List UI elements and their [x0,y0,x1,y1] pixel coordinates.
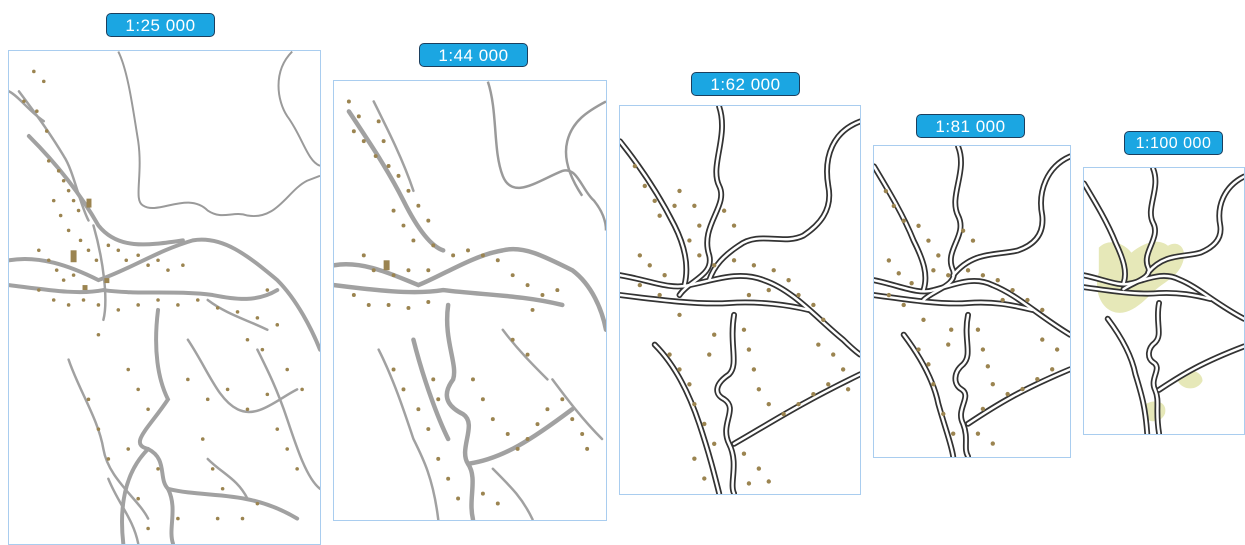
map-frame [8,50,321,545]
building-symbols [346,99,590,506]
building-symbols [632,163,851,486]
boundary-lines [117,51,320,218]
map-frame [873,145,1071,458]
map-graphic [334,81,606,520]
map-graphic [874,146,1070,457]
map-graphic [1084,168,1244,434]
scale-label: 1:100 000 [1124,131,1223,155]
building-symbols [883,188,1060,446]
scale-label: 1:81 000 [916,114,1025,138]
main-roads [334,109,606,520]
minor-roads [372,100,604,520]
main-roads [9,134,320,544]
cased-roads [620,106,860,494]
map-frame [333,80,607,521]
scale-label: 1:44 000 [419,43,528,67]
map-frame [1083,167,1245,435]
map-graphic [9,51,320,544]
cased-roads [874,146,1070,457]
building-symbols [22,69,304,531]
map-frame [619,105,861,495]
scale-label: 1:25 000 [106,13,215,37]
cased-roads [1084,168,1244,434]
boundary-lines [486,81,606,231]
map-graphic [620,106,860,494]
scale-label: 1:62 000 [691,72,800,96]
minor-roads [9,90,320,544]
